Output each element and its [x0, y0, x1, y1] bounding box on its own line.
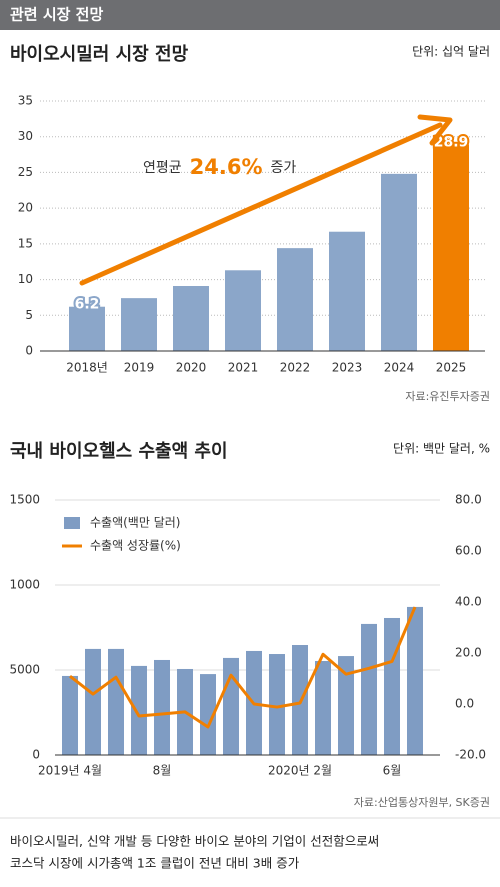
header-bar [0, 0, 500, 30]
legend-label: 수출액 성장률(%) [90, 539, 181, 553]
y-tick-label: 25 [18, 165, 33, 179]
bar [62, 675, 78, 755]
y-tick-label: 0 [25, 344, 33, 358]
legend-swatch [64, 517, 80, 529]
x-tick-label: 2024 [384, 361, 415, 375]
unit-label: 단위: 십억 달러 [412, 45, 490, 59]
bar [223, 657, 239, 755]
bar [200, 674, 216, 755]
bar [108, 648, 124, 755]
x-tick-label: 2021 [228, 361, 259, 375]
bar [269, 654, 285, 755]
x-tick-label: 2020년 2월 [268, 764, 332, 778]
y-tick-label: 30 [18, 129, 33, 143]
annotation-prefix: 연평균 [143, 160, 182, 176]
annotation-suffix: 증가 [271, 160, 297, 176]
x-tick-label: 2019 [124, 361, 155, 375]
arrow-head [417, 114, 453, 146]
value-label: 28.9 [434, 135, 469, 151]
y-tick-label: 0 [32, 748, 40, 762]
y-tick-label: 1000 [9, 578, 40, 592]
bar [433, 144, 469, 351]
bar [384, 617, 400, 755]
source: 자료:산업통상자원부, SK증권 [354, 796, 490, 809]
bar [173, 286, 209, 351]
bar [315, 660, 331, 755]
bar [69, 306, 105, 351]
bar [361, 623, 377, 755]
y2-tick-label: 0.0 [455, 697, 474, 711]
caption-line: 코스닥 시장에 시가총액 1조 클럽이 전년 대비 3배 증가 [10, 856, 300, 871]
bar [225, 270, 261, 351]
x-tick-label: 2022 [280, 361, 311, 375]
y-tick-label: 5 [25, 308, 33, 322]
growth-line [69, 606, 417, 729]
caption-line: 바이오시밀러, 신약 개발 등 다양한 바이오 분야의 기업이 선전함으로써 [10, 834, 379, 849]
y2-tick-label: 40.0 [455, 595, 482, 609]
bar [154, 659, 170, 755]
x-tick-label: 2023 [332, 361, 363, 375]
y2-tick-label: 60.0 [455, 544, 482, 558]
y-tick-label: 35 [18, 94, 33, 108]
x-tick-label: 2025 [436, 361, 467, 375]
bar [407, 606, 423, 755]
bar [131, 665, 147, 755]
bar [277, 248, 313, 351]
y2-tick-label: -20.0 [455, 748, 486, 762]
value-label: 6.2 [75, 297, 100, 313]
y-tick-label: 5000 [9, 663, 40, 677]
y-tick-label: 1500 [9, 493, 40, 507]
y-tick-label: 15 [18, 236, 33, 250]
y2-tick-label: 80.0 [455, 493, 482, 507]
y2-tick-label: 20.0 [455, 646, 482, 660]
x-tick-label: 6월 [383, 764, 402, 778]
x-tick-label: 2019년 4월 [38, 764, 102, 778]
x-tick-label: 2020 [176, 361, 207, 375]
unit-label: 단위: 백만 달러, % [393, 442, 490, 456]
chart-title: 바이오시밀러 시장 전망 [10, 44, 189, 65]
bar [121, 298, 157, 351]
y-tick-label: 10 [18, 272, 33, 286]
bar [85, 648, 101, 755]
annotation: 연평균 24.6% 증가 [143, 155, 296, 179]
trend-arrow [79, 122, 443, 286]
bar [329, 231, 365, 351]
bar [338, 656, 354, 755]
annotation-value: 24.6% [190, 155, 263, 179]
x-tick-label: 8월 [153, 764, 172, 778]
x-tick-label: 2018년 [66, 361, 108, 375]
bar [381, 173, 417, 351]
legend-label: 수출액(백만 달러) [90, 516, 180, 530]
chart-title: 국내 바이오헬스 수출액 추이 [10, 441, 228, 462]
source: 자료:유진투자증권 [405, 390, 490, 403]
header-title: 관련 시장 전망 [10, 6, 103, 24]
y-tick-label: 20 [18, 201, 33, 215]
